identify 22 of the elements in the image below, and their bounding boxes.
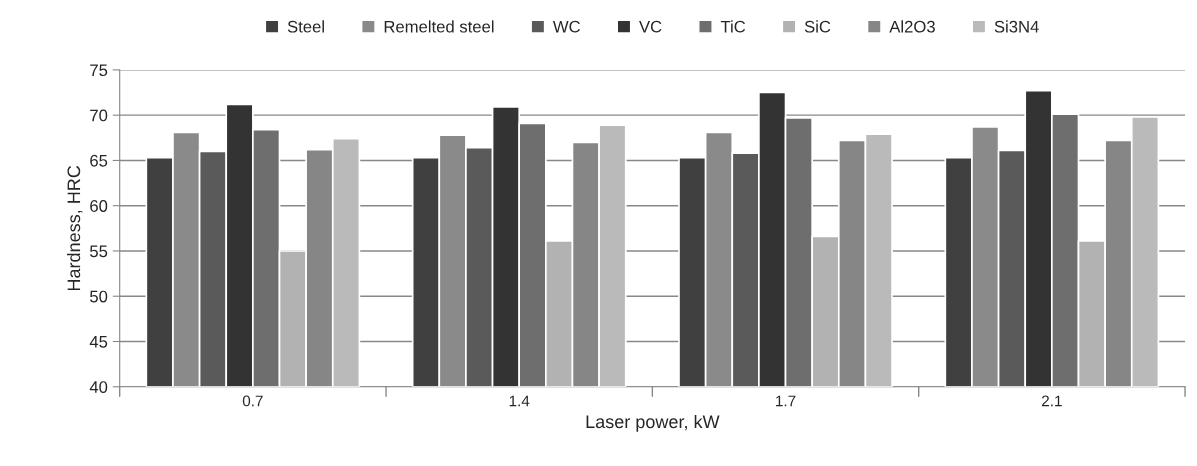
legend-label: Al2O3: [889, 20, 935, 33]
legend-label: TiC: [720, 20, 746, 33]
y-axis-title: Hardness, HRC: [66, 165, 83, 291]
y-tick-label: 65: [90, 154, 108, 167]
x-tick-label: 1.4: [509, 395, 530, 407]
x-tick-label: 2.1: [1042, 395, 1062, 407]
legend-label: SiC: [804, 20, 831, 33]
y-tick-label: 45: [89, 336, 108, 348]
legend-label: Si3N4: [994, 20, 1039, 33]
y-tick-label: 60: [90, 200, 108, 212]
y-tick-label: 50: [90, 290, 108, 303]
legend-label: WC: [552, 20, 581, 33]
x-tick-label: 0.7: [242, 395, 263, 407]
legend-label: Remelted steel: [384, 20, 494, 33]
y-tick-label: 40: [89, 381, 108, 393]
legend-label: VC: [639, 20, 662, 33]
x-tick-label: 1.7: [776, 395, 796, 407]
y-tick-label: 70: [90, 109, 108, 122]
y-tick-label: 55: [90, 245, 108, 258]
y-tick-label: 75: [90, 64, 108, 77]
legend-label: Steel: [287, 20, 324, 33]
x-axis-title: Laser power, kW: [586, 414, 720, 432]
